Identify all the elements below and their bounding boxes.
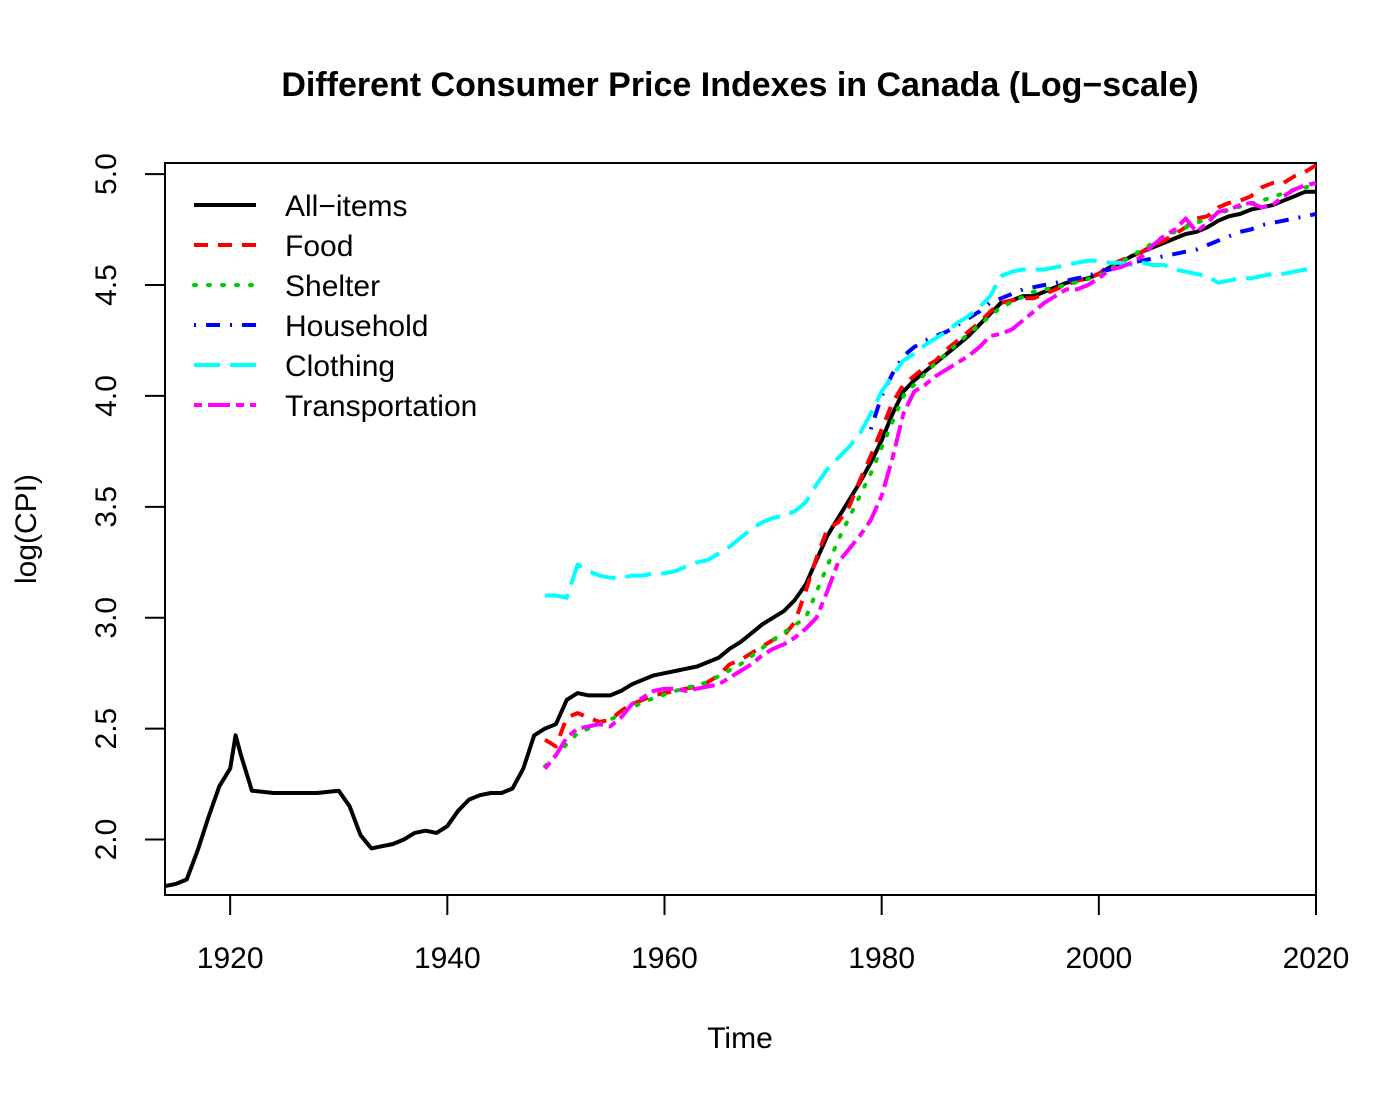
series-line-food [543, 163, 1318, 749]
y-tick-label: 3.0 [90, 597, 123, 639]
y-tick-label: 2.5 [90, 708, 123, 750]
series-line-all-items [164, 189, 1316, 889]
legend-label: Shelter [285, 270, 380, 303]
y-tick-label: 4.0 [90, 375, 123, 417]
x-tick-label: 1940 [414, 942, 481, 975]
legend-label: Clothing [285, 350, 395, 383]
y-tick-label: 5.0 [90, 153, 123, 195]
legend-label: Food [285, 230, 353, 263]
series-line-transportation [543, 181, 1317, 770]
series-line-clothing [545, 258, 1316, 600]
x-tick-label: 1980 [848, 942, 915, 975]
x-axis-label: Time [707, 1022, 773, 1055]
series-layer [164, 163, 1318, 889]
y-axis-label: log(CPI) [10, 474, 43, 584]
legend-label: Transportation [285, 390, 477, 423]
y-tick-label: 3.5 [90, 486, 123, 528]
legend: All−items Food Shelter Household Clothing Tra… [192, 190, 477, 423]
chart-title: Different Consumer Price Indexes in Cana… [281, 66, 1198, 104]
y-tick-label: 2.0 [90, 819, 123, 861]
x-tick-label: 2000 [1065, 942, 1132, 975]
x-tick-label: 1960 [631, 942, 698, 975]
y-tick-label: 4.5 [90, 264, 123, 306]
series-line-household [868, 212, 1317, 430]
legend-label: Household [285, 310, 428, 343]
legend-label: All−items [285, 190, 408, 223]
x-tick-label: 2020 [1283, 942, 1350, 975]
x-axis: 1920 1940 1960 1980 2000 2020 [197, 894, 1350, 975]
y-axis: 2.0 2.5 3.0 3.5 4.0 4.5 5.0 [90, 153, 166, 861]
series-line-shelter [543, 183, 1318, 769]
x-tick-label: 1920 [197, 942, 264, 975]
